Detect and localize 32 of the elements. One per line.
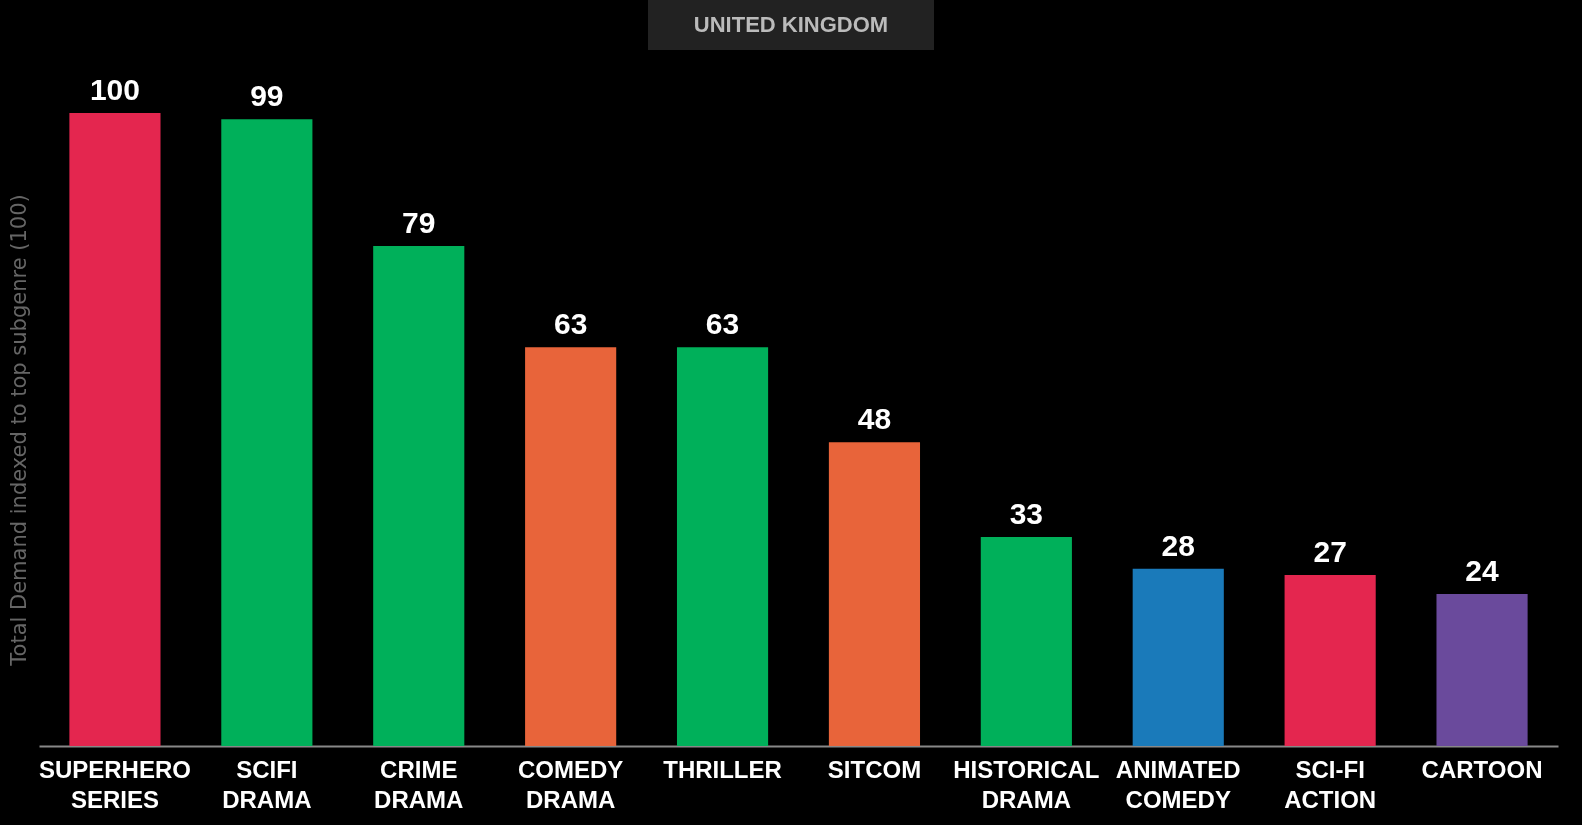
bar [373,245,465,746]
data-label: 48 [857,402,892,436]
bar [676,347,769,746]
bar [525,347,617,746]
bar [828,442,921,746]
x-tick-label: CARTOON [1421,755,1543,783]
x-tick-label: ANIMATED COMEDY [1115,755,1241,813]
data-label: 33 [1009,497,1044,531]
data-label: 99 [250,79,284,113]
x-tick-label: THRILLER [663,755,782,783]
bar [980,537,1072,746]
bar [1132,568,1224,746]
bar [1436,594,1528,746]
x-tick-label: SCIFI DRAMA [222,755,312,813]
bar [69,113,161,746]
data-label: 27 [1313,535,1347,569]
data-label: 63 [553,307,588,341]
data-label: 63 [705,307,740,341]
x-tick-label: HISTORICAL DRAMA [953,755,1100,813]
data-label: 79 [402,205,436,239]
x-tick-label: SUPERHERO SERIES [38,755,191,813]
x-tick-label: CRIME DRAMA [374,755,464,813]
chart-title: UNITED KINGDOM [647,0,935,50]
bar [1284,575,1376,746]
data-label: 28 [1161,528,1195,562]
data-label: 24 [1465,554,1500,588]
data-label: 100 [89,73,140,106]
x-tick-label: COMEDY DRAMA [517,755,624,813]
x-tick-label: SCI-FI ACTION [1284,755,1377,813]
y-axis-title: Total Demand indexed to top subgenre (100) [6,194,31,667]
x-tick-label: SITCOM [827,755,922,783]
bar [221,119,313,746]
